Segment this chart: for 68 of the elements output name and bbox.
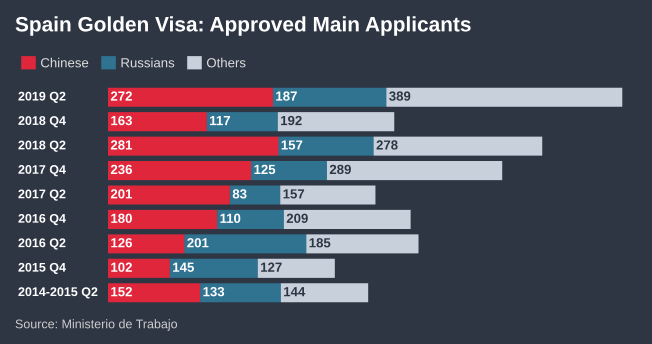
bar bbox=[280, 185, 376, 205]
bar bbox=[108, 234, 184, 254]
bar bbox=[272, 88, 386, 107]
bar bbox=[386, 88, 622, 107]
data-label: 126 bbox=[111, 238, 132, 248]
bar bbox=[278, 112, 394, 132]
y-tick-label: 2017 Q4 bbox=[18, 165, 66, 176]
bar bbox=[374, 136, 542, 156]
data-label: 192 bbox=[281, 116, 302, 126]
bar bbox=[258, 258, 335, 278]
data-label: 145 bbox=[173, 262, 194, 272]
data-label: 152 bbox=[111, 286, 132, 296]
y-tick-label: 2015 Q4 bbox=[18, 262, 66, 274]
source-note: Source: Ministerio de Trabajo bbox=[16, 319, 178, 331]
bar bbox=[280, 283, 368, 302]
bar bbox=[284, 210, 411, 229]
y-tick-label: 2018 Q4 bbox=[18, 116, 66, 128]
data-label: 389 bbox=[389, 91, 410, 101]
data-label: 236 bbox=[110, 164, 132, 174]
data-label: 201 bbox=[187, 238, 208, 248]
bar bbox=[278, 136, 374, 156]
bar bbox=[206, 112, 278, 132]
bar bbox=[108, 283, 200, 302]
data-label: 185 bbox=[310, 238, 330, 248]
bar bbox=[251, 161, 327, 180]
data-label: 180 bbox=[111, 214, 132, 223]
bar bbox=[230, 185, 280, 205]
data-label: 281 bbox=[110, 140, 132, 150]
data-label: 127 bbox=[261, 262, 282, 272]
bar bbox=[108, 210, 218, 229]
legend-label: Chinese bbox=[41, 58, 88, 68]
data-label: 157 bbox=[283, 189, 304, 199]
data-label: 144 bbox=[284, 287, 306, 296]
data-label: 278 bbox=[376, 140, 398, 150]
bar bbox=[108, 185, 230, 205]
data-label: 110 bbox=[220, 214, 240, 223]
data-label: 201 bbox=[110, 189, 132, 199]
data-label: 187 bbox=[276, 91, 297, 101]
legend-label: Others bbox=[206, 58, 246, 68]
data-label: 102 bbox=[111, 262, 132, 272]
data-label: 289 bbox=[330, 164, 351, 174]
bar bbox=[184, 234, 306, 254]
bar bbox=[306, 234, 419, 254]
bar bbox=[108, 112, 207, 132]
data-label: 83 bbox=[232, 189, 247, 199]
bar bbox=[108, 258, 170, 278]
data-label: 117 bbox=[210, 116, 230, 126]
bar bbox=[108, 136, 278, 156]
y-tick-label: 2016 Q4 bbox=[18, 214, 66, 226]
bar bbox=[200, 283, 281, 302]
data-label: 125 bbox=[254, 164, 276, 174]
y-tick-label: 2017 Q2 bbox=[18, 190, 66, 201]
data-label: 163 bbox=[111, 116, 132, 126]
y-tick-label: 2014-2015 Q2 bbox=[18, 287, 98, 298]
y-tick-label: 2016 Q2 bbox=[18, 238, 66, 250]
data-label: 157 bbox=[282, 140, 302, 150]
y-tick-label: 2019 Q2 bbox=[18, 92, 66, 103]
bar bbox=[108, 88, 273, 107]
data-label: 133 bbox=[203, 286, 224, 296]
bar bbox=[108, 161, 252, 180]
bar bbox=[326, 161, 502, 180]
data-label: 272 bbox=[110, 91, 132, 101]
bar bbox=[170, 258, 258, 278]
legend-label: Russians bbox=[122, 58, 174, 68]
y-tick-label: 2018 Q2 bbox=[18, 140, 66, 152]
bar bbox=[217, 210, 284, 229]
chart-title: Spain Golden Visa: Approved Main Applicants bbox=[16, 16, 471, 36]
data-label: 209 bbox=[286, 214, 308, 223]
